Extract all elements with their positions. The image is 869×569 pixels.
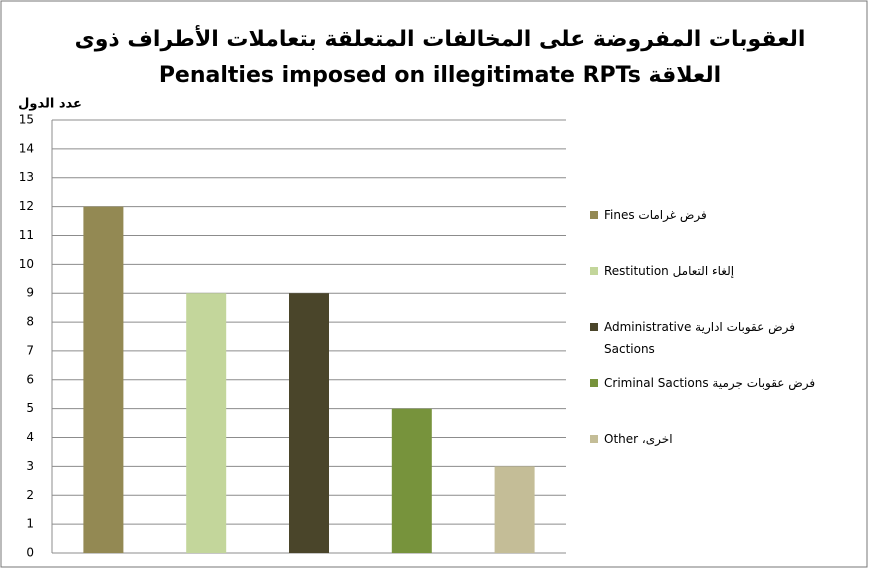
legend-swatch: [590, 379, 598, 387]
legend-label: فرض عقوبات ادارية Administrative Saction…: [604, 320, 795, 356]
y-tick-label: 15: [19, 113, 34, 127]
y-tick-label: 6: [26, 372, 34, 386]
legend-item: فرض عقوبات ادارية Administrative Saction…: [590, 316, 845, 360]
y-axis-label: عدد الدول: [18, 97, 82, 112]
legend-label: اخرى، Other: [604, 432, 673, 446]
bar: [391, 408, 432, 553]
legend-label: فرض عقوبات جرمية Criminal Sactions: [604, 376, 816, 390]
y-tick-label: 9: [26, 286, 34, 300]
legend-item: اخرى، Other: [590, 428, 845, 450]
y-tick-label: 4: [26, 430, 34, 444]
y-tick-label: 8: [26, 315, 34, 329]
y-tick-label: 12: [19, 199, 34, 213]
y-tick-label: 14: [19, 141, 34, 155]
legend-label: فرض غرامات Fines: [604, 208, 707, 222]
legend-item: فرض غرامات Fines: [590, 204, 845, 226]
legend-swatch: [590, 211, 598, 219]
bar: [494, 466, 535, 553]
legend-swatch: [590, 435, 598, 443]
y-tick-label: 0: [26, 546, 34, 560]
y-tick-label: 3: [26, 459, 34, 473]
bar: [186, 293, 227, 553]
y-tick-label: 2: [26, 488, 34, 502]
legend-swatch: [590, 323, 598, 331]
y-tick-label: 7: [26, 343, 34, 357]
y-tick-label: 10: [19, 257, 34, 271]
y-tick-label: 13: [19, 170, 34, 184]
legend-swatch: [590, 267, 598, 275]
bar: [83, 206, 124, 553]
legend-label: إلغاء التعامل Restitution: [604, 264, 735, 278]
y-tick-label: 1: [26, 517, 34, 531]
legend-item: إلغاء التعامل Restitution: [590, 260, 845, 282]
y-tick-label: 11: [19, 228, 34, 242]
y-tick-label: 5: [26, 401, 34, 415]
bar: [289, 293, 329, 553]
chart-title: العلاقة Penalties imposed on illegitimat…: [159, 63, 721, 88]
chart-title: العقوبات المفروضة على المخالفات المتعلقة…: [75, 24, 806, 52]
legend-item: فرض عقوبات جرمية Criminal Sactions: [590, 372, 845, 394]
